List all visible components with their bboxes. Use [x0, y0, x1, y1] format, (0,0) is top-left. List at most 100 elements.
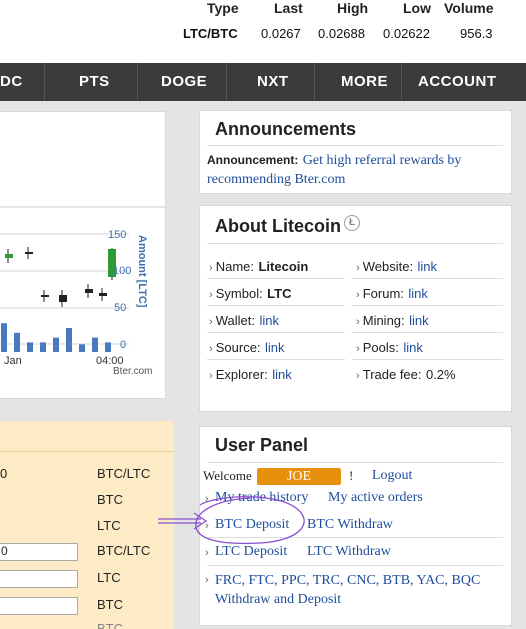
about-item-link[interactable]: link	[272, 367, 292, 382]
form-divider	[0, 451, 174, 452]
y-tick-50: 50	[114, 302, 127, 314]
welcome-exclaim: !	[349, 468, 354, 483]
candle-body	[85, 289, 93, 293]
header-high: High	[337, 0, 369, 16]
volume-cell: 956.3	[460, 26, 493, 41]
header-volume: Volume	[444, 0, 494, 16]
low-cell: 0.02622	[383, 26, 430, 41]
about-item-label: Name:	[215, 259, 255, 274]
form-unit-label-cut: BTC	[97, 621, 123, 629]
volume-bar	[14, 332, 20, 352]
candle-body	[99, 293, 107, 296]
about-item: › Name: Litecoin	[209, 258, 308, 276]
divider	[207, 278, 345, 279]
about-item: › Trade fee: 0.2%	[356, 366, 456, 384]
volume-bar	[105, 342, 111, 352]
form-value: 0	[0, 466, 8, 481]
y-axis-label: Amount [LTC]	[136, 235, 148, 308]
nav-item-more[interactable]: MORE	[341, 73, 388, 90]
divider	[207, 145, 503, 146]
about-item-link[interactable]: link	[409, 313, 429, 328]
about-item-label: Pools:	[362, 340, 399, 355]
nav-divider	[137, 63, 138, 101]
about-item-link[interactable]: link	[259, 313, 279, 328]
announcement-link[interactable]: Get high referral rewards by recommendin…	[207, 153, 462, 187]
divider	[207, 332, 345, 333]
price-chart	[0, 206, 165, 352]
my-trade-history-link[interactable]: My trade history	[215, 490, 309, 505]
announcement-prefix: Announcement:	[207, 153, 299, 167]
announcements-title: Announcements	[215, 119, 357, 139]
total-input[interactable]	[0, 597, 78, 615]
user-panel-title: User Panel	[215, 435, 309, 455]
form-unit-label: LTC	[97, 570, 121, 585]
other-coins-line2: Withdraw and Deposit	[215, 592, 342, 607]
logout-link[interactable]: Logout	[372, 468, 413, 483]
about-item-label: Mining:	[362, 313, 405, 328]
divider	[352, 332, 503, 333]
amount-input[interactable]: 0	[0, 543, 78, 561]
about-item-link[interactable]: link	[265, 340, 285, 355]
candle-body	[25, 252, 33, 254]
volume-bar	[92, 337, 98, 352]
about-item-label: Wallet:	[215, 313, 255, 328]
nav-item-nxt[interactable]: NXT	[257, 73, 289, 90]
bullet-icon: ›	[209, 370, 216, 382]
last-cell: 0.0267	[261, 26, 301, 41]
litecoin-icon: Ł	[344, 215, 360, 231]
bullet-icon: ›	[356, 316, 363, 328]
y-tick-0: 0	[120, 339, 127, 351]
bullet-icon: ›	[209, 262, 216, 274]
volume-bar	[1, 323, 7, 352]
announcement-text: Announcement: Get high referral rewards …	[207, 151, 507, 189]
about-item: › Website: link	[356, 258, 437, 276]
bullet-icon: ›	[205, 493, 209, 505]
divider	[207, 243, 503, 244]
order-form-panel: 0 BTC/LTC BTC LTC 0 BTC/LTC LTC BTC BTC	[0, 421, 174, 629]
amount-input-value: 0	[1, 544, 8, 558]
y-tick-150: 150	[108, 229, 127, 241]
bullet-icon: ›	[209, 316, 216, 328]
btc-deposit-link[interactable]: BTC Deposit	[215, 517, 290, 532]
nav-item-pts[interactable]: PTS	[79, 73, 110, 90]
about-item-label: Explorer:	[215, 367, 268, 382]
btc-withdraw-link[interactable]: BTC Withdraw	[307, 517, 393, 532]
about-item-label: Source:	[215, 340, 261, 355]
price-input[interactable]	[0, 570, 78, 588]
nav-item-dc[interactable]: DC	[0, 73, 23, 90]
header-low: Low	[403, 0, 431, 16]
candle-body	[5, 254, 13, 258]
form-unit-label: BTC	[97, 492, 123, 507]
about-item-value: Litecoin	[258, 259, 309, 274]
about-item-label: Symbol:	[215, 286, 263, 301]
about-item: › Explorer: link	[209, 366, 292, 384]
about-item-link[interactable]: link	[403, 340, 423, 355]
nav-item-account[interactable]: ACCOUNT	[418, 73, 497, 90]
volume-bar	[53, 337, 59, 352]
candle-body	[59, 295, 67, 302]
ltc-deposit-link[interactable]: LTC Deposit	[215, 544, 288, 559]
bullet-icon: ›	[356, 262, 363, 274]
x-tick-jan: Jan	[4, 355, 22, 367]
user-panel: User Panel Welcome JOE ! Logout › My tra…	[199, 426, 512, 626]
header-last: Last	[274, 0, 303, 16]
chart-credit: Bter.com	[113, 366, 153, 377]
x-tick-0400: 04:00	[96, 355, 124, 367]
about-item: › Source: link	[209, 339, 285, 357]
divider	[207, 462, 503, 463]
nav-item-doge[interactable]: DOGE	[161, 73, 208, 90]
about-item-link[interactable]: link	[417, 259, 438, 274]
bullet-icon: ›	[205, 520, 209, 532]
other-coins-line1: FRC, FTC, PPC, TRC, CNC, BTB, YAC, BQC	[215, 573, 481, 588]
divider	[352, 305, 503, 306]
other-coins-link[interactable]: FRC, FTC, PPC, TRC, CNC, BTB, YAC, BQC W…	[215, 571, 480, 609]
main-nav: DC PTS DOGE NXT MORE ACCOUNT	[0, 63, 526, 101]
ltc-withdraw-link[interactable]: LTC Withdraw	[307, 544, 391, 559]
about-item: › Mining: link	[356, 312, 429, 330]
header-type: Type	[207, 0, 239, 16]
market-summary: Type Last High Low Volume LTC/BTC 0.0267…	[0, 0, 526, 60]
my-active-orders-link[interactable]: My active orders	[328, 490, 423, 505]
about-item-link[interactable]: link	[408, 286, 428, 301]
about-item-value: LTC	[267, 286, 292, 301]
username-badge: JOE	[257, 468, 341, 485]
